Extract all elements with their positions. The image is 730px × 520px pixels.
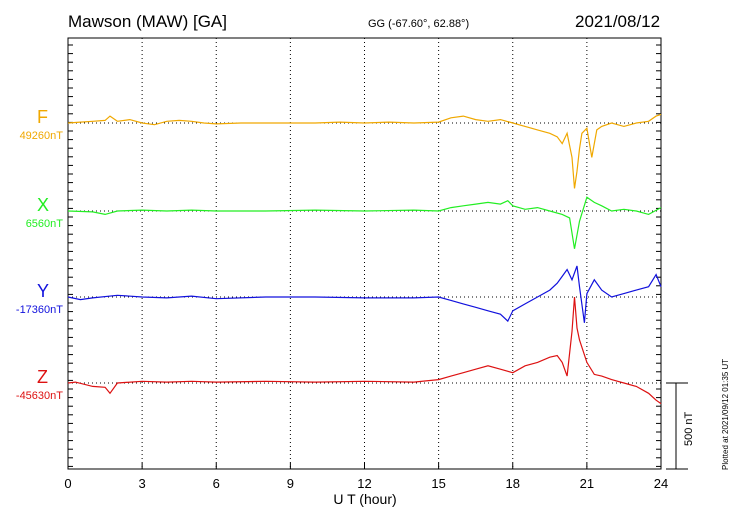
component-label-z: Z: [37, 367, 48, 387]
x-tick-label: 9: [286, 476, 294, 491]
series-line-f: [67, 113, 662, 189]
station-title: Mawson (MAW) [GA]: [68, 12, 227, 31]
baseline-value-f: 49260nT: [19, 130, 63, 142]
scale-bar-label: 500 nT: [683, 411, 695, 446]
component-label-x: X: [37, 195, 50, 215]
baseline-value-x: 6560nT: [25, 218, 63, 230]
baseline-value-z: -45630nT: [15, 390, 63, 402]
x-tick-label: 6: [212, 476, 220, 491]
series-line-z: [67, 296, 662, 405]
x-tick-label: 0: [64, 476, 72, 491]
x-axis-label: U T (hour): [333, 491, 397, 507]
component-label-f: F: [37, 107, 48, 127]
geographic-coordinates: GG (-67.60°, 62.88°): [368, 18, 470, 30]
x-tick-label: 18: [505, 476, 520, 491]
x-tick-label: 15: [431, 476, 446, 491]
x-tick-label: 21: [579, 476, 595, 491]
x-tick-label: 3: [138, 476, 146, 491]
plotted-timestamp: Plotted at 2021/09/12 01:35 UT: [721, 358, 730, 470]
x-tick-label: 24: [653, 476, 669, 491]
series-line-x: [67, 196, 662, 249]
component-label-y: Y: [37, 281, 50, 301]
plot-date: 2021/08/12: [575, 12, 661, 31]
series-line-y: [67, 265, 662, 323]
baseline-value-y: -17360nT: [15, 304, 63, 316]
x-tick-label: 12: [357, 476, 372, 491]
